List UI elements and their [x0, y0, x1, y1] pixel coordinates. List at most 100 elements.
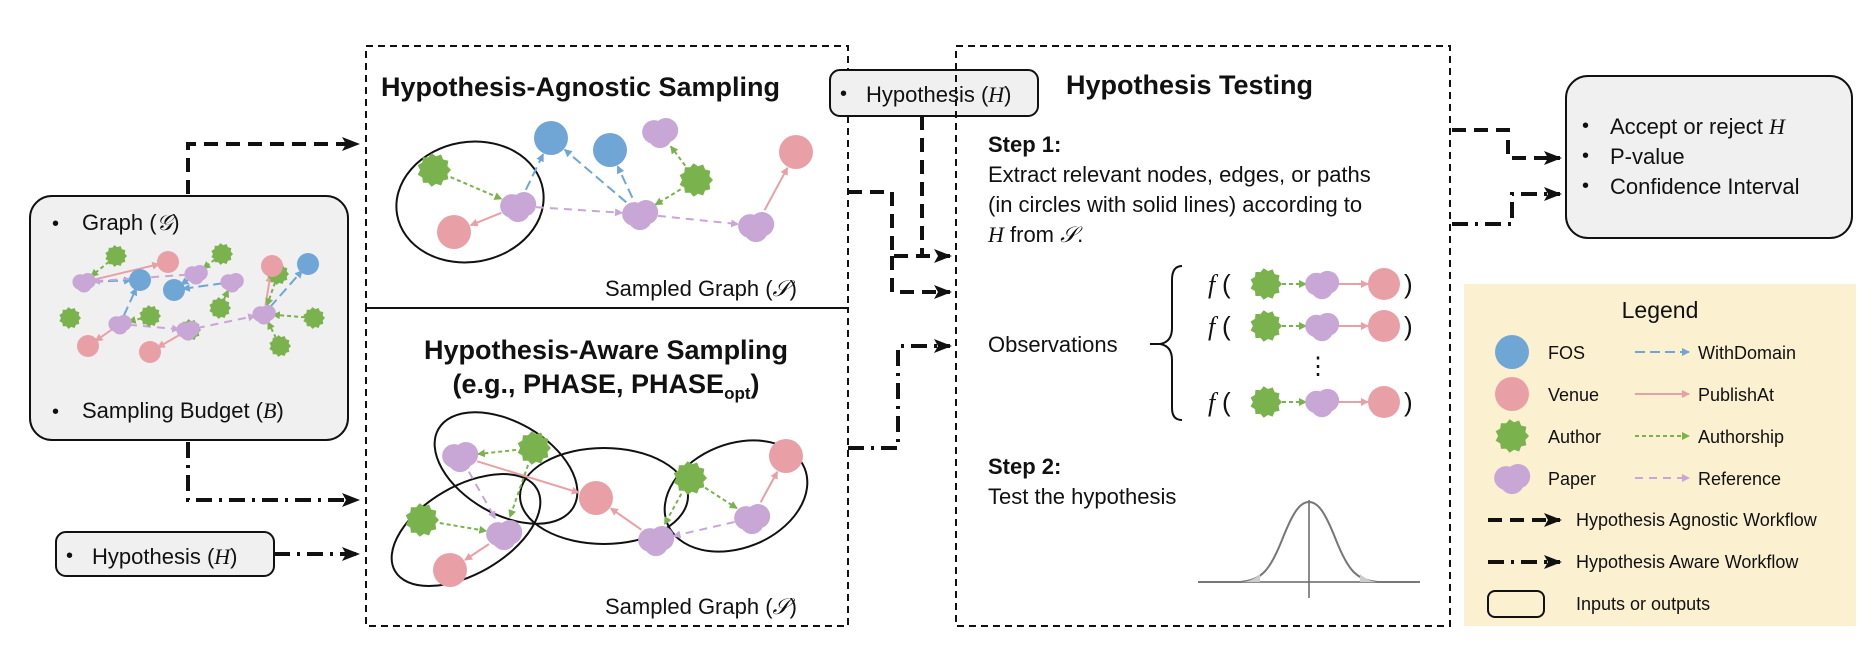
- observation-ellipsis: ⋮: [1306, 353, 1330, 380]
- fos-node: [1495, 335, 1529, 369]
- venue-edge: [759, 470, 779, 503]
- observation-open-paren: (: [1222, 387, 1231, 417]
- venue-node: [1368, 310, 1400, 342]
- agnostic-to-testing-arrow-a: [848, 190, 952, 263]
- author-edge: [508, 464, 530, 518]
- author-edge: [202, 258, 216, 270]
- legend-node-label: Paper: [1548, 469, 1596, 489]
- paper-edge: [196, 313, 257, 330]
- author-node: [1250, 386, 1282, 418]
- author-node: [269, 335, 291, 357]
- aware-panel: [365, 307, 849, 627]
- venue-node: [1495, 377, 1529, 411]
- venue-edge: [464, 543, 490, 561]
- fos-node: [534, 121, 568, 155]
- observation-f-symbol: f: [1208, 388, 1219, 417]
- testing-title: Hypothesis Testing: [1066, 70, 1313, 100]
- paper-edge: [467, 471, 497, 520]
- author-node: [211, 243, 233, 265]
- fos-edge: [616, 165, 634, 199]
- observation-close-paren: ): [1404, 269, 1413, 299]
- venue-node: [579, 481, 613, 515]
- legend-node-label: Venue: [1548, 385, 1599, 405]
- legend-node-label: Author: [1548, 427, 1601, 447]
- hypothesis-tag-bullet: •: [840, 83, 847, 105]
- paper-node: [486, 520, 523, 551]
- legend-workflow-label: Inputs or outputs: [1576, 594, 1710, 614]
- observation-open-paren: (: [1222, 269, 1231, 299]
- step2-title: Step 2:: [988, 454, 1061, 479]
- venue-node: [139, 341, 161, 363]
- paper-node: [1494, 464, 1531, 495]
- venue-node: [77, 335, 99, 357]
- paper-edge: [672, 521, 735, 539]
- legend-panel: [1464, 284, 1856, 626]
- author-node: [303, 307, 325, 329]
- output-item-1: P-value: [1610, 144, 1685, 169]
- venue-edge: [609, 507, 642, 531]
- author-edge: [267, 321, 277, 339]
- author-edge: [439, 522, 488, 534]
- venue-edge: [476, 460, 580, 495]
- aware-title: Hypothesis-Aware Sampling: [424, 335, 788, 365]
- author-node: [105, 245, 127, 267]
- fos-edge: [524, 153, 545, 191]
- legend-edge-label: PublishAt: [1698, 385, 1774, 405]
- aware-subtitle: (e.g., PHASE, PHASEopt): [453, 369, 760, 403]
- output-bullet-2: •: [1582, 175, 1589, 197]
- paper-node: [176, 320, 200, 341]
- legend-edge-label: Reference: [1698, 469, 1781, 489]
- paper-node: [442, 442, 479, 473]
- author-node: [405, 503, 439, 537]
- step1-title: Step 1:: [988, 132, 1061, 157]
- hypothesis-tag-box: [829, 69, 1039, 117]
- budget-label: Sampling Budget (B): [82, 398, 284, 423]
- testing-to-output-arrow: [1452, 128, 1562, 165]
- author-edge: [654, 188, 682, 206]
- author-node: [517, 431, 551, 465]
- author-node: [1250, 268, 1282, 300]
- legend-box-sample: [1487, 590, 1545, 618]
- venue-node: [157, 251, 179, 273]
- author-edge: [90, 260, 110, 278]
- observation-rows: f()f()f()⋮: [1208, 268, 1413, 418]
- legend-entries: FOS Venue Author Paper WithDomain PublishAt Au…: [1487, 335, 1818, 618]
- author-node: [673, 461, 707, 495]
- output-item-2: Confidence Interval: [1610, 174, 1800, 199]
- observation-row: f(): [1208, 310, 1413, 342]
- graph-bullet: •: [52, 213, 59, 235]
- extracted-subgraph-ring: [395, 140, 545, 264]
- observation-f-symbol: f: [1208, 270, 1219, 299]
- fos-edge: [181, 282, 224, 292]
- observation-row: f(): [1208, 386, 1413, 418]
- budget-to-aware-arrow: [186, 442, 360, 507]
- agnostic-to-testing-arrow-b: [890, 256, 952, 299]
- hypothesis-input-label: Hypothesis (H): [92, 544, 238, 569]
- fos-node: [297, 253, 319, 275]
- paper-node: [1305, 388, 1340, 418]
- legend-title: Legend: [1622, 297, 1699, 323]
- venue-edge: [92, 261, 161, 281]
- output-bullet-0: •: [1582, 115, 1589, 137]
- venue-node: [769, 439, 803, 473]
- observation-row: f(): [1208, 268, 1413, 300]
- extracted-subgraph-ring: [390, 473, 542, 587]
- aware-to-testing-arrow: [848, 339, 952, 450]
- hypothesis-input-bullet: •: [66, 545, 73, 567]
- paper-node: [1305, 312, 1340, 342]
- author-edge: [271, 311, 306, 320]
- venue-edge: [94, 328, 114, 342]
- paper-node: [738, 212, 775, 243]
- fos-node: [163, 279, 185, 301]
- input-graph-thumbnail: [59, 243, 325, 363]
- paper-node: [252, 304, 276, 325]
- author-node: [679, 163, 713, 197]
- paper-node: [622, 200, 659, 231]
- step1-line2: (in circles with solid lines) according …: [988, 192, 1362, 217]
- observation-close-paren: ): [1404, 311, 1413, 341]
- venue-edge: [469, 211, 502, 227]
- venue-node: [1368, 268, 1400, 300]
- agnostic-caption: Sampled Graph (𝒮): [605, 276, 797, 301]
- testing-panel: [955, 45, 1451, 627]
